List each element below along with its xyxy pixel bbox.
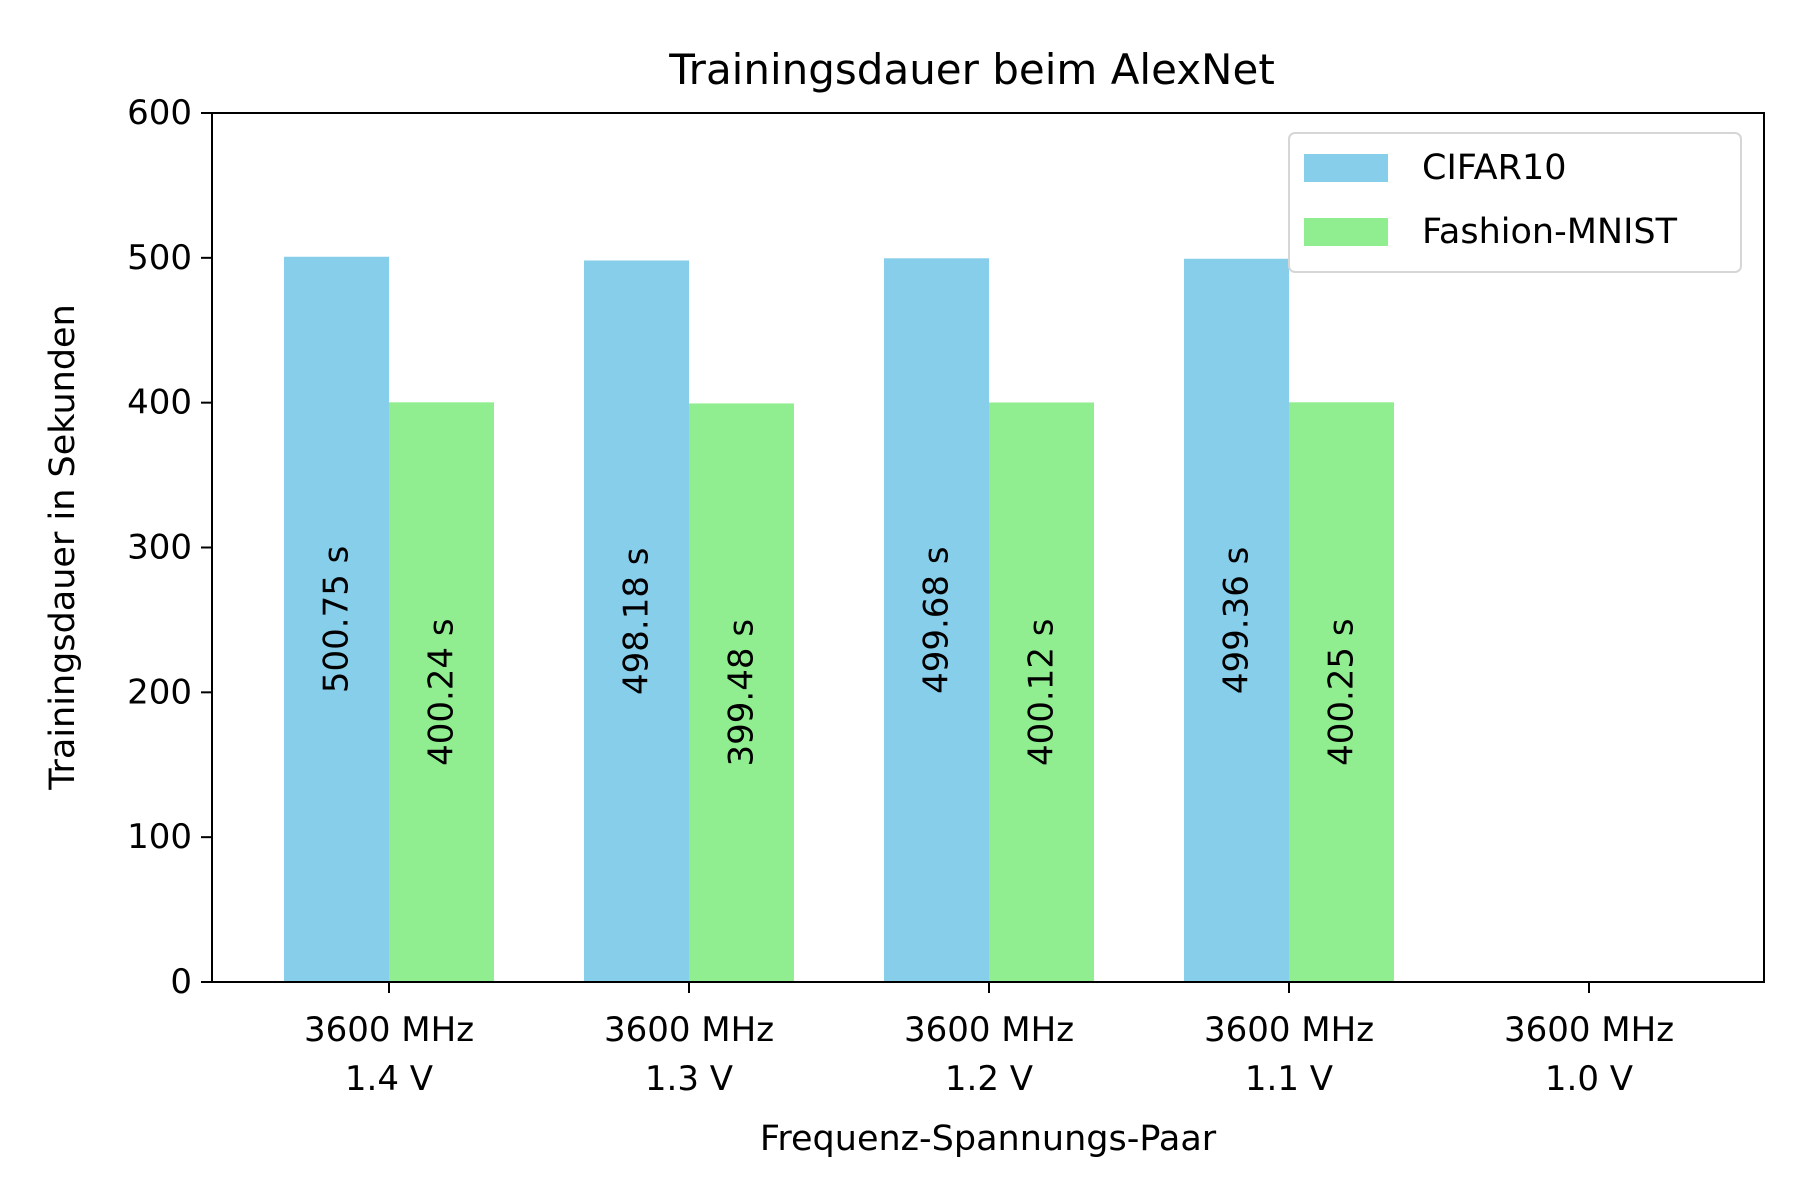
bar-cifar10-0 [284, 256, 389, 982]
bar-value-label: 400.25 s [1322, 618, 1362, 766]
x-tick-label-line: 1.3 V [645, 1059, 733, 1099]
x-tick-label-line: 1.0 V [1545, 1059, 1633, 1099]
y-tick-label: 200 [127, 672, 192, 712]
x-tick-label: 3600 MHz 1.1 V [1204, 1010, 1374, 1099]
bar-value-label: 400.12 s [1022, 618, 1062, 766]
bar-value-label: 499.36 s [1217, 547, 1257, 695]
bar-labels-layer: 500.75 s 498.18 s 499.68 s 499.36 s 400.24 s… [317, 546, 1362, 767]
bar-value-label: 399.48 s [722, 619, 762, 767]
bar-fashion-mnist-1 [689, 403, 794, 982]
bar-cifar10-2 [884, 258, 989, 982]
x-tick-label-line: 1.1 V [1245, 1059, 1333, 1099]
bar-value-label: 499.68 s [917, 546, 957, 694]
bars-layer [284, 256, 1394, 983]
bar-cifar10-3 [1184, 258, 1289, 982]
legend-swatch-fashion-mnist [1304, 218, 1388, 246]
x-tick-label-line: 1.2 V [945, 1059, 1033, 1099]
x-tick-label: 3600 MHz 1.4 V [304, 1010, 474, 1099]
x-tick-label-line: 3600 MHz [904, 1010, 1074, 1050]
y-tick-label: 500 [127, 238, 192, 278]
legend-label-cifar10: CIFAR10 [1422, 148, 1566, 188]
legend-swatch-cifar10 [1304, 154, 1388, 182]
legend-label-fashion-mnist: Fashion-MNIST [1422, 212, 1678, 252]
x-axis-title: Frequenz-Spannungs-Paar [760, 1119, 1217, 1159]
x-tick-label-line: 3600 MHz [304, 1010, 474, 1050]
bar-fashion-mnist-0 [389, 402, 494, 982]
y-tick-label: 600 [127, 93, 192, 133]
y-axis-title: Trainingsdauer in Sekunden [43, 304, 83, 791]
x-tick-label: 3600 MHz 1.2 V [904, 1010, 1074, 1099]
bar-fashion-mnist-3 [1289, 402, 1394, 983]
y-tick-label: 400 [127, 383, 192, 423]
x-tick-label-line: 1.4 V [345, 1059, 433, 1099]
y-tick-label: 100 [127, 817, 192, 857]
x-tick-label-line: 3600 MHz [604, 1010, 774, 1050]
bar-value-label: 498.18 s [617, 547, 657, 695]
x-tick-label-line: 3600 MHz [1504, 1010, 1674, 1050]
bar-fashion-mnist-2 [989, 402, 1094, 982]
y-axis: 0 100 200 300 400 500 600 [127, 93, 212, 1002]
legend-box [1288, 132, 1742, 273]
bar-value-label: 400.24 s [422, 618, 462, 766]
legend: CIFAR10 Fashion-MNIST [1288, 132, 1742, 273]
x-tick-label: 3600 MHz 1.0 V [1504, 1010, 1674, 1099]
bar-value-label: 500.75 s [317, 546, 357, 694]
y-tick-label: 300 [127, 528, 192, 568]
x-tick-label-line: 3600 MHz [1204, 1010, 1374, 1050]
x-tick-label: 3600 MHz 1.3 V [604, 1010, 774, 1099]
bar-cifar10-1 [584, 260, 689, 982]
y-tick-label: 0 [170, 962, 192, 1002]
chart-title: Trainingsdauer beim AlexNet [668, 45, 1275, 94]
